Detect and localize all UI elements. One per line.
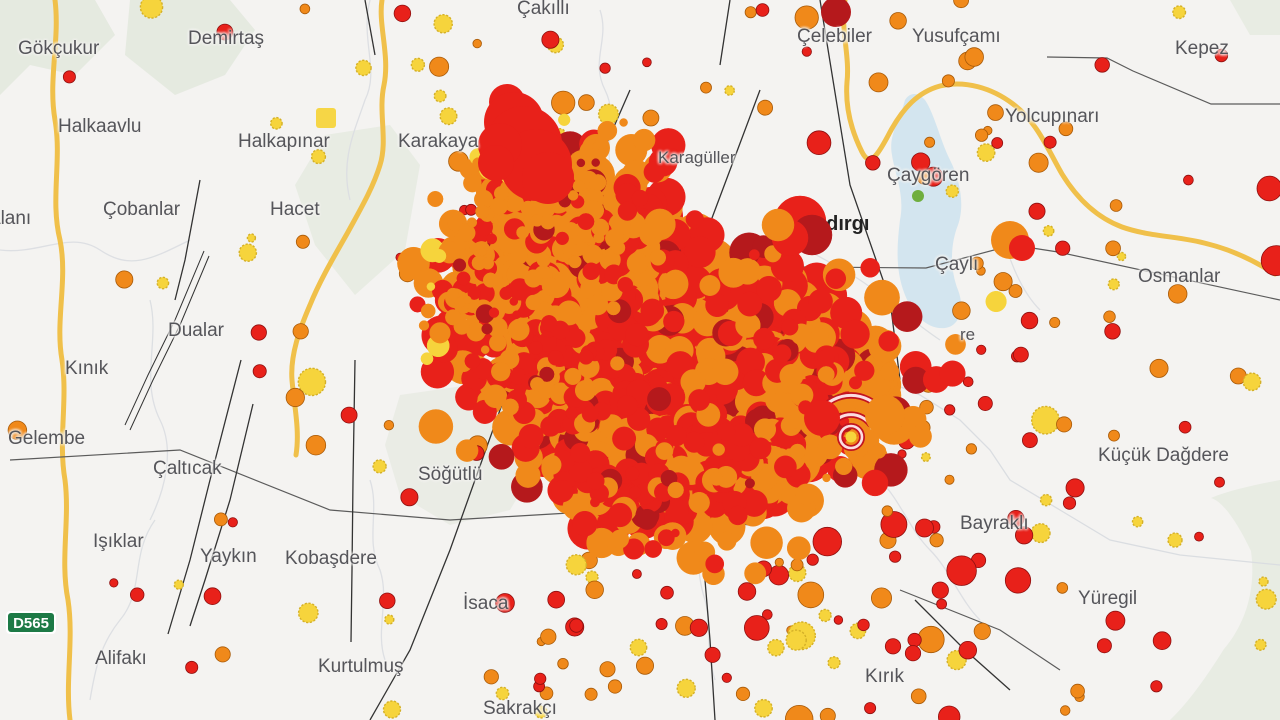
svg-text:D565: D565 [13, 615, 49, 632]
